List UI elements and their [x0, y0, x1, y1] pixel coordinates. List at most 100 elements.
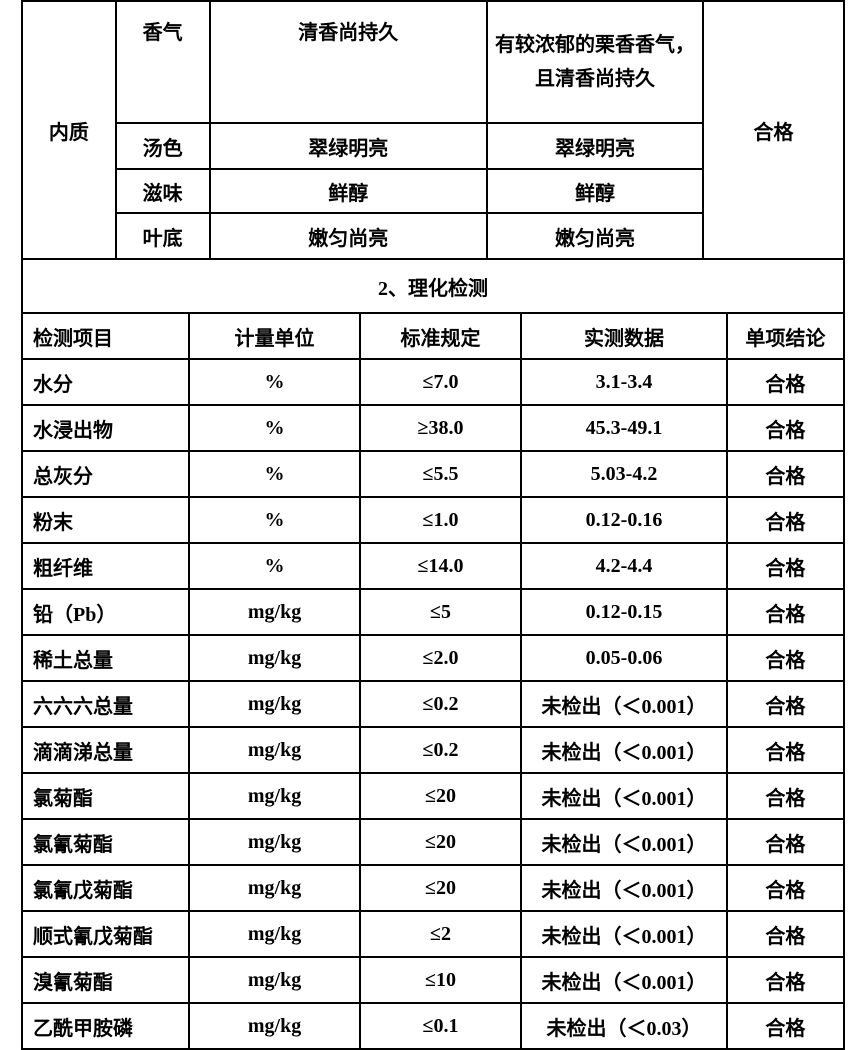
- cell-measured: 未检出（＜0.001）: [521, 727, 727, 773]
- table-row: 氯氰菊酯mg/kg≤20未检出（＜0.001）合格: [22, 819, 844, 865]
- report-table: 内质 香气 清香尚持久 有较浓郁的栗香香气，且清香尚持久 合格 汤色 翠绿明亮 …: [21, 0, 845, 314]
- cell-measured: 4.2-4.4: [521, 543, 727, 589]
- cell-unit: mg/kg: [189, 635, 359, 681]
- sensory-measured: 有较浓郁的栗香香气，且清香尚持久: [487, 1, 703, 123]
- cell-item: 顺式氰戊菊酯: [22, 911, 189, 957]
- cell-std: ≤20: [360, 773, 521, 819]
- table-row: 稀土总量mg/kg≤2.00.05-0.06合格: [22, 635, 844, 681]
- cell-std: ≤2: [360, 911, 521, 957]
- cell-unit: mg/kg: [189, 681, 359, 727]
- header-std: 标准规定: [360, 313, 521, 359]
- header-item: 检测项目: [22, 313, 189, 359]
- cell-std: ≤20: [360, 819, 521, 865]
- sensory-measured: 翠绿明亮: [487, 123, 703, 169]
- cell-unit: mg/kg: [189, 1003, 359, 1049]
- sensory-std: 翠绿明亮: [210, 123, 488, 169]
- cell-item: 水浸出物: [22, 405, 189, 451]
- cell-item: 铅（Pb）: [22, 589, 189, 635]
- cell-std: ≤14.0: [360, 543, 521, 589]
- cell-std: ≤5.5: [360, 451, 521, 497]
- cell-unit: mg/kg: [189, 819, 359, 865]
- cell-measured: 45.3-49.1: [521, 405, 727, 451]
- table-row: 溴氰菊酯mg/kg≤10未检出（＜0.001）合格: [22, 957, 844, 1003]
- cell-measured: 未检出（＜0.001）: [521, 865, 727, 911]
- physchem-table: 检测项目 计量单位 标准规定 实测数据 单项结论 水分%≤7.03.1-3.4合…: [21, 312, 845, 1050]
- table-row: 粉末%≤1.00.12-0.16合格: [22, 497, 844, 543]
- cell-conclusion: 合格: [727, 727, 844, 773]
- cell-measured: 未检出（＜0.001）: [521, 911, 727, 957]
- table-row: 铅（Pb）mg/kg≤50.12-0.15合格: [22, 589, 844, 635]
- cell-unit: %: [189, 359, 359, 405]
- cell-conclusion: 合格: [727, 497, 844, 543]
- cell-item: 滴滴涕总量: [22, 727, 189, 773]
- sensory-std: 清香尚持久: [210, 1, 488, 123]
- cell-item: 水分: [22, 359, 189, 405]
- cell-measured: 0.05-0.06: [521, 635, 727, 681]
- cell-conclusion: 合格: [727, 359, 844, 405]
- cell-item: 六六六总量: [22, 681, 189, 727]
- cell-unit: mg/kg: [189, 773, 359, 819]
- cell-conclusion: 合格: [727, 635, 844, 681]
- cell-item: 乙酰甲胺磷: [22, 1003, 189, 1049]
- table-row: 水分%≤7.03.1-3.4合格: [22, 359, 844, 405]
- sensory-std: 鲜醇: [210, 169, 488, 213]
- cell-conclusion: 合格: [727, 819, 844, 865]
- cell-measured: 未检出（＜0.03）: [521, 1003, 727, 1049]
- cell-measured: 5.03-4.2: [521, 451, 727, 497]
- sensory-attr: 滋味: [116, 169, 210, 213]
- cell-conclusion: 合格: [727, 681, 844, 727]
- cell-item: 粉末: [22, 497, 189, 543]
- cell-unit: mg/kg: [189, 911, 359, 957]
- cell-conclusion: 合格: [727, 451, 844, 497]
- table-row: 乙酰甲胺磷mg/kg≤0.1未检出（＜0.03）合格: [22, 1003, 844, 1049]
- cell-std: ≤0.2: [360, 727, 521, 773]
- sensory-measured: 嫩匀尚亮: [487, 213, 703, 259]
- cell-conclusion: 合格: [727, 1003, 844, 1049]
- cell-item: 氯菊酯: [22, 773, 189, 819]
- sensory-std: 嫩匀尚亮: [210, 213, 488, 259]
- cell-std: ≤0.2: [360, 681, 521, 727]
- cell-unit: %: [189, 451, 359, 497]
- cell-std: ≤1.0: [360, 497, 521, 543]
- cell-unit: %: [189, 497, 359, 543]
- cell-conclusion: 合格: [727, 773, 844, 819]
- table-row: 粗纤维%≤14.04.2-4.4合格: [22, 543, 844, 589]
- table-row: 氯菊酯mg/kg≤20未检出（＜0.001）合格: [22, 773, 844, 819]
- cell-std: ≤2.0: [360, 635, 521, 681]
- cell-unit: mg/kg: [189, 589, 359, 635]
- cell-std: ≤5: [360, 589, 521, 635]
- cell-item: 氯氰菊酯: [22, 819, 189, 865]
- cell-unit: %: [189, 543, 359, 589]
- cell-std: ≤0.1: [360, 1003, 521, 1049]
- cell-unit: mg/kg: [189, 957, 359, 1003]
- sensory-group-label: 内质: [22, 1, 116, 259]
- sensory-attr: 叶底: [116, 213, 210, 259]
- header-conclusion: 单项结论: [727, 313, 844, 359]
- header-unit: 计量单位: [189, 313, 359, 359]
- cell-item: 稀土总量: [22, 635, 189, 681]
- cell-unit: mg/kg: [189, 727, 359, 773]
- cell-unit: %: [189, 405, 359, 451]
- cell-measured: 未检出（＜0.001）: [521, 957, 727, 1003]
- cell-conclusion: 合格: [727, 957, 844, 1003]
- sensory-measured: 鲜醇: [487, 169, 703, 213]
- cell-measured: 未检出（＜0.001）: [521, 819, 727, 865]
- cell-measured: 3.1-3.4: [521, 359, 727, 405]
- header-measured: 实测数据: [521, 313, 727, 359]
- table-row: 氯氰戊菊酯mg/kg≤20未检出（＜0.001）合格: [22, 865, 844, 911]
- cell-std: ≤7.0: [360, 359, 521, 405]
- cell-measured: 未检出（＜0.001）: [521, 681, 727, 727]
- table-row: 六六六总量mg/kg≤0.2未检出（＜0.001）合格: [22, 681, 844, 727]
- cell-item: 总灰分: [22, 451, 189, 497]
- cell-conclusion: 合格: [727, 865, 844, 911]
- cell-unit: mg/kg: [189, 865, 359, 911]
- sensory-result: 合格: [703, 1, 844, 259]
- section2-title: 2、理化检测: [22, 259, 844, 313]
- sensory-attr: 汤色: [116, 123, 210, 169]
- cell-item: 氯氰戊菊酯: [22, 865, 189, 911]
- sensory-attr: 香气: [116, 1, 210, 123]
- cell-conclusion: 合格: [727, 589, 844, 635]
- cell-std: ≥38.0: [360, 405, 521, 451]
- table-header-row: 检测项目 计量单位 标准规定 实测数据 单项结论: [22, 313, 844, 359]
- cell-conclusion: 合格: [727, 911, 844, 957]
